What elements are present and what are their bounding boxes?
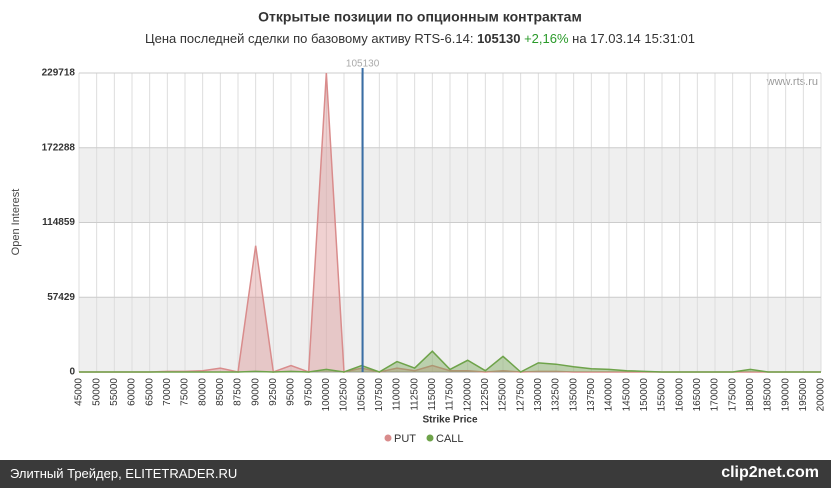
price-line-label: 105130 [346,59,380,70]
x-tick-label: 140000 [604,378,615,412]
x-tick-label: 115000 [427,378,438,411]
x-tick-label: 145000 [621,378,632,412]
x-tick-label: 87500 [233,378,244,406]
x-tick-label: 45000 [74,378,85,406]
x-tick-label: 105000 [356,378,367,412]
x-tick-label: 160000 [674,378,685,412]
footer: Элитный Трейдер, ELITETRADER.RU clip2net… [0,460,831,488]
x-tick-label: 135000 [568,378,579,412]
x-tick-label: 170000 [710,378,721,412]
x-tick-label: 165000 [692,378,703,412]
x-tick-label: 137500 [586,378,597,412]
x-tick-label: 60000 [127,378,138,406]
x-tick-label: 102500 [339,378,350,412]
x-tick-label: 90000 [250,378,261,406]
x-tick-label: 130000 [533,378,544,412]
x-tick-label: 107500 [374,378,385,412]
y-tick-label: 57429 [47,292,75,303]
area-line [79,350,821,373]
y-axis-title: Open Interest [10,189,22,256]
x-tick-label: 95000 [286,378,297,406]
last-price: 105130 [477,31,520,46]
x-tick-label: 92500 [268,378,279,406]
x-tick-label: 155000 [657,378,668,412]
watermark: www.rts.ru [766,76,818,88]
legend-label: PUT [394,433,416,445]
subtitle: Цена последней сделки по базовому активу… [145,31,695,46]
chart-title: Открытые позиции по опционным контрактам [258,9,582,25]
y-tick-label: 0 [69,367,75,378]
x-tick-label: 75000 [180,378,191,406]
x-tick-label: 50000 [91,378,102,406]
x-tick-label: 127500 [515,378,526,412]
footer-text: Элитный Трейдер, ELITETRADER.RU [10,466,238,481]
subtitle-prefix: Цена последней сделки по базовому активу… [145,31,473,46]
x-tick-label: 85000 [215,378,226,406]
y-tick-label: 114859 [42,217,75,228]
x-tick-label: 80000 [197,378,208,406]
legend-marker [384,434,392,442]
x-tick-label: 117500 [445,378,456,411]
x-tick-label: 70000 [162,378,173,406]
x-tick-label: 125000 [498,378,509,412]
x-tick-label: 120000 [462,378,473,412]
x-tick-label: 112500 [409,378,420,411]
x-tick-label: 122500 [480,378,491,412]
x-tick-label: 110000 [392,378,403,411]
x-tick-label: 55000 [109,378,120,406]
x-tick-label: 175000 [727,378,738,412]
y-tick-label: 229718 [42,68,76,79]
x-tick-label: 180000 [745,378,756,412]
y-tick-label: 172288 [42,142,76,153]
date: на 17.03.14 15:31:01 [572,31,695,46]
chart: Открытые позиции по опционным контрактам… [10,9,827,445]
legend-marker [426,434,434,442]
x-tick-label: 132500 [551,378,562,412]
x-tick-label: 190000 [780,378,791,412]
x-tick-label: 97500 [303,378,314,406]
x-tick-label: 150000 [639,378,650,412]
x-axis-title: Strike Price [422,415,477,426]
change: +2,16% [524,31,569,46]
x-tick-label: 195000 [798,378,809,412]
x-tick-label: 200000 [816,378,827,412]
x-tick-label: 65000 [144,378,155,406]
logo: clip2net.com [721,464,819,481]
x-tick-label: 185000 [763,378,774,412]
legend-label: CALL [436,433,464,445]
x-tick-label: 100000 [321,378,332,412]
